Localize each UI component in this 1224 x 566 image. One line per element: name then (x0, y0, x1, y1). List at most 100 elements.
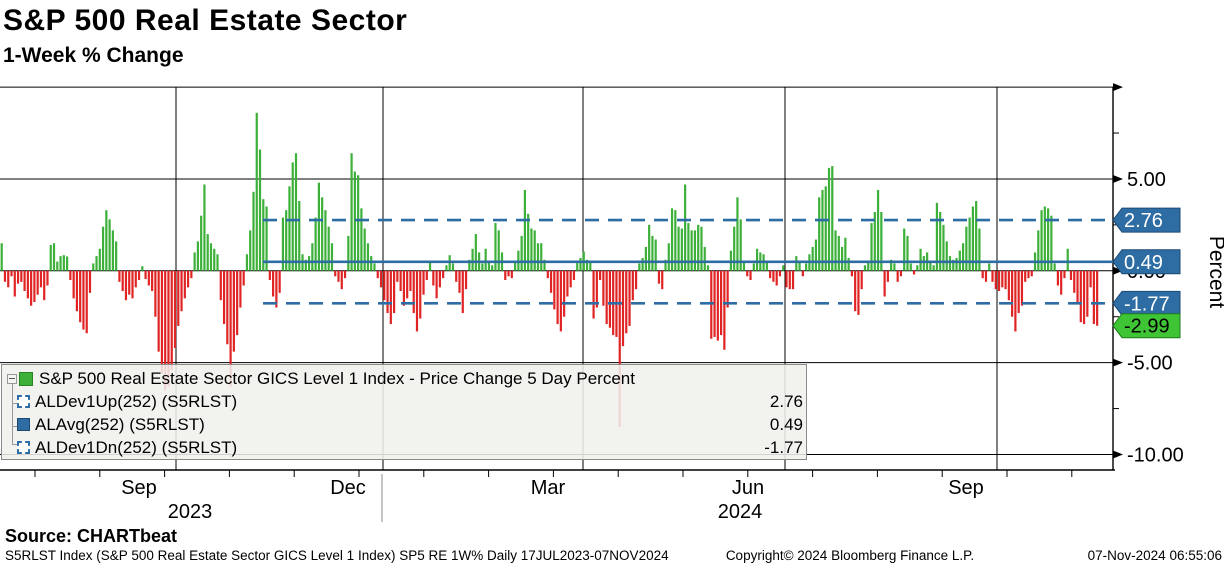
x-year-label: 2023 (168, 501, 213, 523)
bar (559, 270, 562, 332)
axis-value-tag: -2.99 (1112, 313, 1181, 339)
bar (357, 175, 360, 271)
page-title: S&P 500 Real Estate Sector (3, 4, 408, 37)
legend-collapse-icon[interactable] (7, 374, 17, 384)
axis-value-tag: 2.76 (1112, 207, 1181, 233)
bar (115, 241, 118, 271)
bar (376, 270, 379, 279)
bar (625, 270, 628, 334)
bar (785, 270, 788, 288)
bar (402, 270, 406, 306)
bar (824, 186, 827, 271)
source-label: Source: CHARTbeat (5, 526, 178, 546)
legend-tree-line (12, 384, 13, 444)
bar (971, 206, 974, 271)
bar (232, 270, 235, 352)
bar (373, 263, 376, 271)
bar (471, 248, 474, 271)
bar (206, 234, 209, 271)
bar (621, 270, 625, 347)
bar (343, 270, 347, 279)
bar (124, 270, 128, 301)
bar (935, 202, 939, 271)
bar (507, 270, 510, 277)
bar (746, 270, 749, 277)
bar (684, 184, 687, 271)
bar (337, 270, 340, 282)
bar (690, 230, 693, 271)
bar (1089, 270, 1092, 288)
bar (801, 270, 804, 277)
bar (880, 212, 883, 271)
bar (30, 270, 33, 306)
bar (66, 256, 69, 271)
bar (62, 255, 65, 271)
bar (1027, 270, 1030, 279)
bar (847, 257, 850, 271)
bar (739, 219, 742, 271)
bar (468, 259, 471, 271)
bar (36, 270, 39, 295)
bar (294, 153, 298, 271)
bar (798, 261, 801, 271)
bar (638, 263, 641, 271)
bar (723, 270, 726, 350)
bar (167, 270, 170, 387)
tag-value: 0.49 (1124, 252, 1163, 274)
bar (1020, 270, 1024, 306)
bar (317, 182, 320, 271)
bar (327, 226, 330, 271)
chart-legend[interactable]: S&P 500 Real Estate Sector GICS Level 1 … (1, 364, 807, 460)
bar (46, 270, 49, 286)
bar (1069, 270, 1073, 280)
bar (360, 208, 363, 271)
bar (572, 270, 576, 280)
bar (651, 235, 654, 271)
bar (886, 270, 889, 282)
tag-value: 2.76 (1124, 210, 1163, 232)
bar (213, 248, 216, 271)
bar (307, 256, 311, 271)
bar (72, 270, 75, 299)
bar (311, 243, 314, 271)
bar (520, 235, 523, 271)
bar (95, 256, 98, 271)
legend-value-aldev1dn: -1.77 (764, 438, 803, 457)
bar (340, 270, 343, 290)
bar (278, 270, 281, 293)
bar (788, 270, 791, 290)
bar (736, 197, 739, 271)
y-tick-label: 5.00 (1127, 169, 1166, 191)
bar (353, 171, 356, 271)
bar (733, 226, 736, 271)
bar (677, 226, 680, 271)
bar (504, 270, 507, 280)
bar (494, 223, 497, 271)
bar (1079, 270, 1082, 323)
bar (1053, 263, 1056, 271)
bar (288, 186, 291, 271)
bar (981, 270, 984, 279)
bar (52, 243, 56, 271)
bar (252, 191, 255, 271)
bar (599, 270, 602, 280)
bar (43, 270, 46, 301)
legend-item-label: ALDev1Up(252) (S5RLST) (35, 392, 238, 411)
bar (948, 256, 952, 271)
bar (216, 254, 219, 271)
bar (749, 270, 752, 280)
bar (101, 226, 105, 271)
bar (1014, 270, 1017, 332)
bar (1060, 270, 1063, 295)
bar (608, 270, 612, 328)
bar (991, 270, 994, 282)
bar (775, 270, 778, 286)
bar (605, 270, 608, 325)
bar (870, 223, 873, 271)
bar (1030, 270, 1033, 277)
bar (419, 270, 422, 319)
bar (1043, 206, 1046, 271)
bar (909, 263, 912, 271)
tag-value: -2.99 (1124, 316, 1170, 338)
